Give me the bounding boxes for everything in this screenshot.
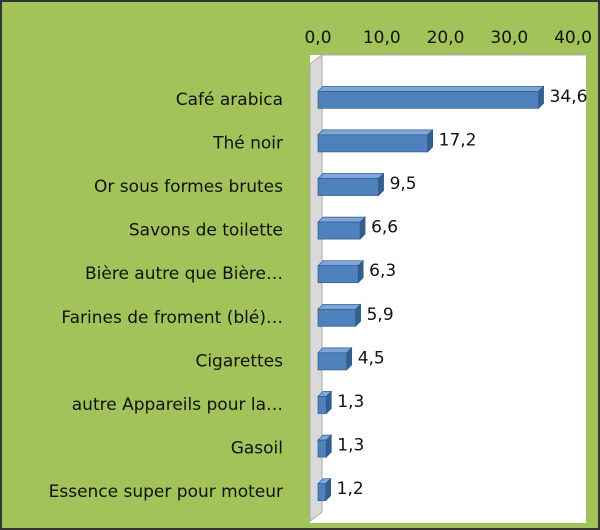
bar-top [317,347,353,354]
x-tick-label: 0,0 [304,28,331,48]
y-tick-label: Bière autre que Bière… [85,264,283,284]
data-label: 1,2 [337,479,364,499]
x-tick-label: 30,0 [490,28,528,48]
y-tick-label: Farines de froment (blé)… [61,308,283,328]
data-label: 4,5 [358,348,385,368]
y-tick-label: autre Appareils pour la… [72,395,283,415]
bar [317,265,359,284]
data-label: 9,5 [390,174,417,194]
x-tick-label: 40,0 [554,28,592,48]
bar [317,352,348,371]
data-label: 5,9 [367,305,394,325]
y-tick-label: Cigarettes [195,351,283,371]
bar [317,221,361,240]
bar [317,396,327,414]
bar-top [317,303,362,310]
bar [317,134,429,153]
bar [317,483,327,502]
data-label: 17,2 [439,130,477,150]
data-label: 1,3 [337,392,364,412]
data-label: 1,3 [337,436,364,456]
bar [317,178,379,196]
y-tick-label: Café arabica [176,90,283,110]
bar-top [317,129,434,136]
x-tick-label: 20,0 [427,28,465,48]
y-tick-label: Thé noir [212,133,283,153]
y-tick-label: Savons de toilette [129,221,283,241]
bar-top [317,260,365,267]
data-label: 6,3 [369,261,396,281]
y-tick-label: Essence super pour moteur [49,482,283,502]
bar [317,439,327,458]
bar-top [317,216,366,223]
y-tick-label: Gasoil [231,439,283,459]
bar-top [317,85,545,92]
bar [317,308,356,327]
y-tick-label: Or sous formes brutes [94,177,283,197]
x-tick-label: 10,0 [363,28,401,48]
bar-top [317,173,385,179]
data-label: 6,6 [371,218,398,238]
bar [317,90,539,109]
data-label: 34,6 [550,87,588,107]
